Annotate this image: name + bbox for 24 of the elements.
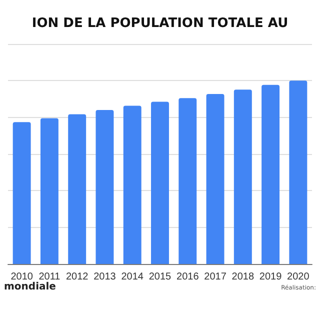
bar <box>68 114 86 264</box>
bar <box>40 118 58 264</box>
bar <box>151 102 169 264</box>
bar <box>262 84 280 264</box>
x-tick-label: 2013 <box>94 272 116 282</box>
x-tick-label: 2018 <box>232 272 254 282</box>
text: mondiale <box>4 282 56 292</box>
x-tick-label: 2020 <box>287 272 310 282</box>
bar <box>289 80 308 264</box>
bar <box>123 106 142 264</box>
x-tick-label: 2011 <box>38 272 61 282</box>
x-tick-label: 2016 <box>176 272 200 282</box>
x-tick-label: 2010 <box>10 272 34 282</box>
chart-title: ION DE LA POPULATION TOTALE AU <box>32 16 288 31</box>
x-tick-label: 2014 <box>121 272 144 282</box>
x-tick-label: 2017 <box>204 272 227 282</box>
bar <box>178 98 197 264</box>
bar <box>96 110 114 264</box>
bar <box>234 90 252 264</box>
bar <box>206 94 224 264</box>
x-tick-label: 2019 <box>259 272 282 282</box>
x-tick-label: 2012 <box>66 272 89 282</box>
bar <box>12 122 31 264</box>
x-tick-label: 2015 <box>148 272 172 282</box>
